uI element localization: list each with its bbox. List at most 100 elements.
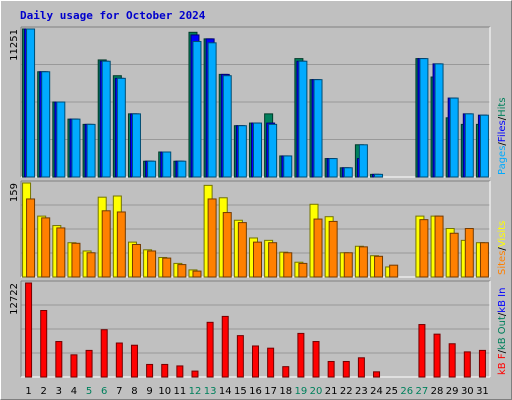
bar-sites — [358, 246, 368, 278]
day-label: 8 — [131, 386, 137, 397]
day-label: 22 — [340, 386, 353, 397]
y-max-label: 12722 — [9, 283, 20, 315]
bar-sites — [419, 219, 429, 278]
day-label: 18 — [279, 386, 292, 397]
bar-kb-f — [433, 333, 441, 378]
bar-kb-f — [100, 329, 108, 378]
legend-item: Hits — [497, 97, 508, 116]
bar-sites — [464, 228, 474, 278]
legend-item: / — [497, 116, 508, 120]
series-bars — [22, 28, 489, 178]
chart-title: Daily usage for October 2024 — [20, 9, 206, 22]
day-label: 31 — [476, 386, 489, 397]
legend-item: / — [497, 349, 508, 353]
bar-sites — [131, 243, 141, 278]
bar-sites — [207, 198, 217, 278]
bar-sites — [434, 215, 444, 278]
bar-kb-f — [146, 363, 154, 378]
bar-sites — [162, 257, 172, 278]
day-label: 17 — [264, 386, 277, 397]
bar-sites — [374, 255, 384, 278]
bar-sites — [101, 210, 111, 278]
bar-kb-f — [463, 351, 471, 378]
bar-sites — [177, 264, 187, 278]
bar-pages — [253, 122, 262, 178]
bar-sites — [449, 232, 459, 278]
bar-pages — [343, 167, 353, 178]
bar-pages — [283, 155, 293, 178]
bar-sites — [192, 270, 202, 278]
bar-sites — [283, 252, 293, 278]
bar-kb-f — [478, 349, 486, 378]
day-label: 21 — [325, 386, 338, 397]
bar-pages — [434, 63, 444, 178]
day-label: 26 — [400, 386, 413, 397]
chart-panel-visits-sites: 159 Sites/Visits — [9, 180, 508, 278]
bar-kb-f — [161, 363, 169, 378]
bar-kb-f — [176, 365, 184, 378]
day-label: 9 — [146, 386, 152, 397]
day-label: 24 — [370, 386, 383, 397]
day-label: 1 — [25, 386, 31, 397]
bar-kb-f — [327, 360, 335, 378]
bar-kb-f — [236, 335, 244, 378]
y-max-label: 11251 — [9, 29, 20, 61]
bar-sites — [41, 217, 51, 278]
day-label: 14 — [219, 386, 232, 397]
bar-kb-f — [418, 324, 426, 378]
bar-sites — [71, 242, 81, 278]
bar-kb-f — [342, 360, 350, 378]
bar-pages — [298, 60, 308, 178]
day-label: 3 — [56, 386, 62, 397]
bar-pages — [237, 125, 247, 178]
bar-pages — [479, 114, 489, 178]
bar-sites — [253, 241, 262, 278]
bar-kb-f — [357, 357, 365, 378]
legend-item: Sites — [497, 251, 508, 275]
legend-item: kB Out — [497, 316, 508, 350]
bar-kb-f — [297, 332, 305, 378]
day-label: 27 — [416, 386, 429, 397]
legend-item: Files — [497, 120, 508, 142]
legend-item: / — [497, 247, 508, 251]
bar-kb-f — [40, 310, 48, 378]
day-label: 16 — [249, 386, 262, 397]
legend: Pages/Files/Hits — [497, 97, 508, 175]
bar-pages — [222, 75, 232, 178]
bar-pages — [358, 144, 368, 178]
bar-sites — [26, 198, 36, 278]
bar-kb-f — [221, 315, 229, 378]
bar-pages — [147, 160, 157, 178]
bar-pages — [419, 58, 429, 178]
day-label: 12 — [189, 386, 202, 397]
bar-kb-f — [267, 347, 275, 378]
bar-kb-f — [25, 282, 33, 378]
bar-kb-f — [448, 343, 456, 378]
day-label: 7 — [116, 386, 122, 397]
bar-pages — [328, 158, 338, 178]
bar-kb-f — [115, 342, 123, 378]
legend: kB F/kB Out/kB In — [497, 288, 508, 375]
bar-kb-f — [85, 349, 93, 378]
day-label: 30 — [461, 386, 474, 397]
legend-item: kB In — [497, 288, 508, 313]
day-label: 13 — [204, 386, 217, 397]
bar-kb-f — [55, 341, 63, 378]
bar-sites — [116, 211, 126, 278]
legend-item: Pages — [497, 146, 508, 175]
day-label: 28 — [431, 386, 444, 397]
day-label: 2 — [41, 386, 47, 397]
bar-pages — [313, 79, 323, 178]
chart-panel-kbytes: 12722 kB F/kB Out/kB In — [9, 280, 508, 378]
legend-item: / — [497, 312, 508, 316]
bar-sites — [268, 242, 278, 278]
legend: Sites/Visits — [497, 221, 508, 275]
day-label: 10 — [158, 386, 171, 397]
day-label: 20 — [310, 386, 323, 397]
day-label: 29 — [446, 386, 459, 397]
day-label: 6 — [101, 386, 107, 397]
bar-pages — [177, 160, 187, 178]
bar-sites — [328, 220, 338, 278]
day-label: 15 — [234, 386, 247, 397]
